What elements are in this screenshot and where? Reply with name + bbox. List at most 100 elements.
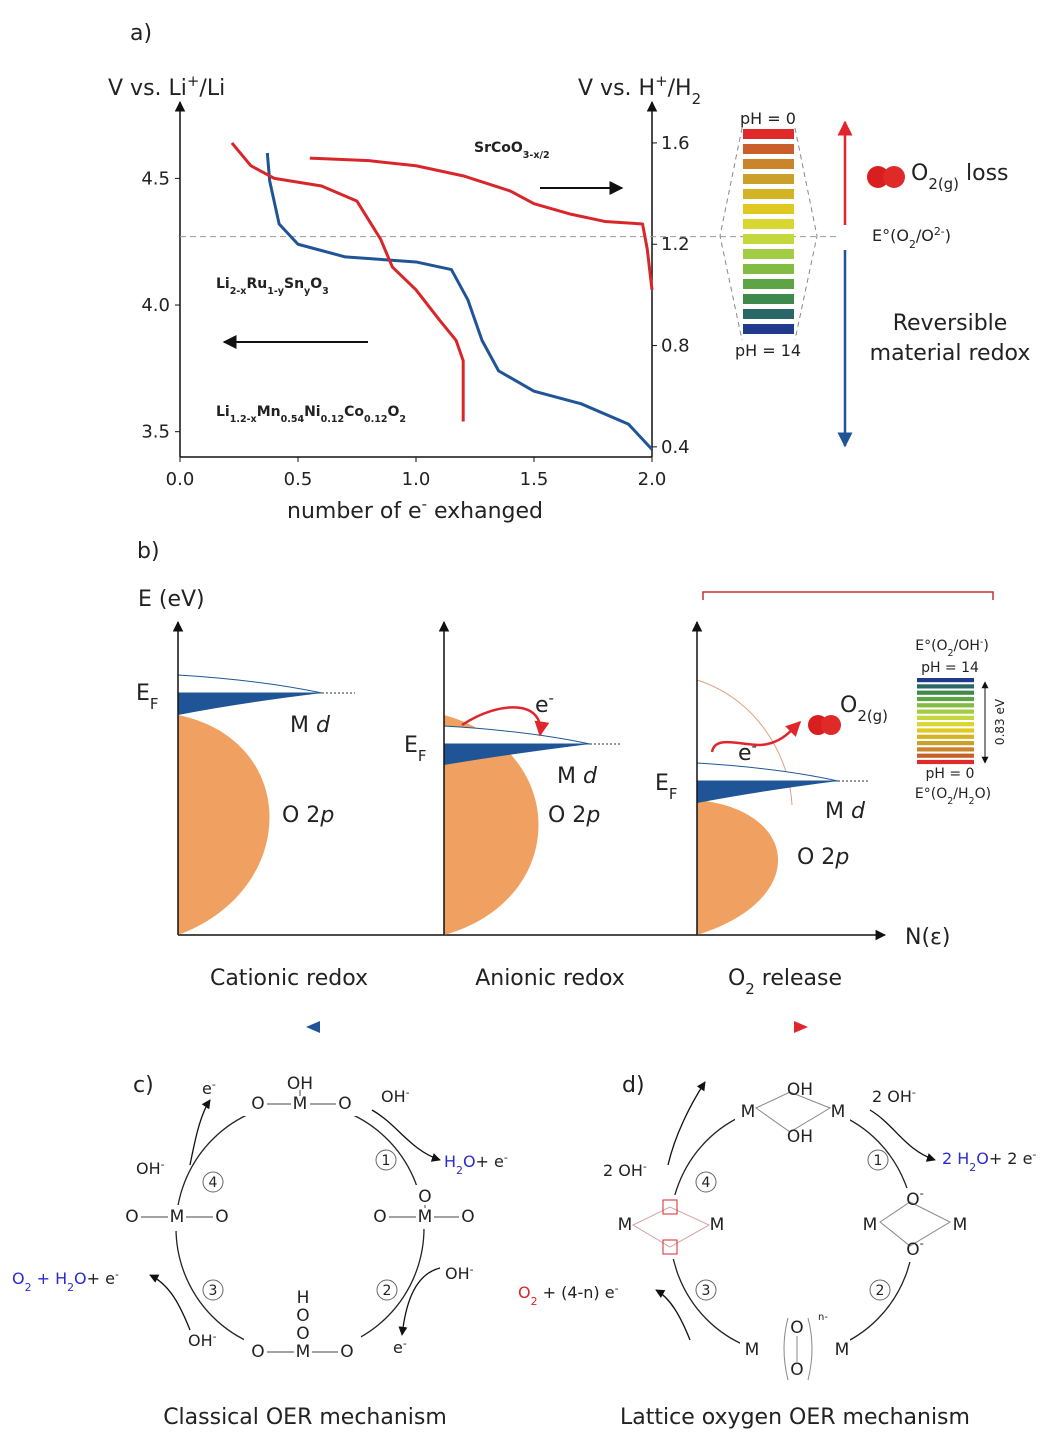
text-segment: O	[906, 1190, 919, 1210]
y2-axis-title: V vs. H+/H2	[578, 72, 701, 108]
atom: O	[418, 1187, 431, 1207]
text-segment: -	[920, 1236, 924, 1250]
text-segment: e	[393, 1338, 403, 1357]
text-segment: SrCoO	[474, 140, 523, 156]
text-segment: -	[615, 1282, 619, 1295]
text-segment: 0.12	[364, 414, 387, 425]
text-segment: 2 OH	[872, 1087, 912, 1106]
species-label: e-	[393, 1337, 407, 1358]
text-segment: O 2	[282, 803, 320, 828]
ph-bar	[743, 144, 794, 154]
arrow-head	[306, 1021, 320, 1033]
electron-arrow	[461, 706, 550, 737]
series-label: Li1.2-xMn0.54Ni0.12Co0.12O2	[216, 404, 406, 425]
polygon	[631, 1206, 711, 1248]
mask	[244, 1078, 359, 1116]
atom: O	[251, 1342, 264, 1362]
text-segment: M	[557, 764, 583, 789]
text-segment: -	[213, 1330, 217, 1343]
species-label: OH-	[445, 1263, 474, 1284]
steps: 1 2 3 4	[695, 1149, 891, 1301]
atom: OH	[287, 1074, 313, 1094]
path	[869, 1109, 936, 1162]
x-tick-label: 1.0	[402, 469, 431, 490]
mask	[735, 1078, 850, 1148]
atom: O	[251, 1094, 264, 1114]
text-segment: V vs. Li	[108, 76, 187, 101]
ph-scale	[743, 129, 794, 334]
electron-arrow	[710, 720, 802, 753]
text-segment: -	[980, 637, 983, 648]
o2p-band	[178, 715, 270, 935]
panel-label: d)	[622, 1073, 645, 1098]
text-segment: 3	[322, 286, 329, 297]
mask	[366, 1185, 481, 1229]
gap-label: 0.83 eV	[993, 698, 1007, 745]
atom: O	[296, 1306, 309, 1326]
text-segment: H	[444, 1152, 456, 1171]
text-segment: -	[403, 1337, 407, 1350]
y-tick-label: 3.5	[141, 422, 170, 443]
atom: M	[618, 1215, 633, 1235]
text-segment: 3-x/2	[523, 150, 550, 161]
text-segment: 0.12	[321, 414, 344, 425]
y2-tick-label: 0.8	[661, 336, 690, 357]
text-segment: -	[406, 1086, 410, 1099]
text-segment: M	[825, 799, 851, 824]
x-tick-label: 0.5	[284, 469, 313, 490]
ph-label: pH = 0	[926, 766, 975, 782]
panel-label: b)	[137, 539, 160, 564]
text-segment: y	[304, 286, 311, 297]
ph-bar	[917, 734, 974, 739]
ph-bar	[743, 219, 794, 229]
mask	[860, 1188, 972, 1262]
o2p-label: O 2p	[797, 845, 849, 870]
ph-bar	[917, 696, 974, 702]
md-label: M d	[825, 799, 866, 824]
text-segment: /Li	[199, 76, 225, 101]
ph-bar	[743, 159, 794, 169]
text-segment: /OH	[954, 638, 980, 654]
ph-bar	[917, 753, 974, 758]
ph-bar	[743, 279, 794, 289]
atom: OH	[787, 1080, 813, 1100]
ph-bar	[743, 234, 794, 244]
text-segment: +	[187, 72, 200, 90]
text-segment: O	[387, 404, 399, 420]
text-segment: 2	[25, 1281, 32, 1294]
text-segment: p	[834, 845, 849, 870]
atom: O	[215, 1207, 228, 1227]
vacancies	[631, 1199, 711, 1255]
text-segment: OH	[188, 1331, 213, 1350]
text-segment: -	[504, 1151, 508, 1164]
atom: M	[170, 1207, 185, 1227]
ph-bar	[743, 249, 794, 259]
text-segment: p	[585, 803, 600, 828]
text-segment: Li	[216, 276, 230, 292]
text-segment: O	[74, 1269, 87, 1288]
text-segment: F	[418, 747, 427, 765]
text-segment: 2 H	[942, 1149, 969, 1168]
step-number: 4	[702, 1175, 711, 1191]
ph-scale	[917, 678, 974, 765]
ph-bar	[917, 709, 974, 714]
atom: M	[953, 1215, 968, 1235]
charge-label: n-	[818, 1312, 828, 1323]
step-number: 3	[702, 1283, 711, 1299]
md-band-empty	[443, 725, 591, 745]
oxygen-atom	[883, 166, 905, 188]
ph-bar	[917, 747, 974, 752]
text-segment: E	[404, 733, 418, 758]
text-segment: 2	[969, 796, 975, 807]
md-label: M d	[290, 713, 331, 738]
step-number: 2	[876, 1283, 885, 1299]
text-segment: -	[422, 495, 427, 513]
md-band-filled	[444, 744, 590, 765]
ph-label: pH = 14	[735, 341, 801, 360]
text-segment: O	[911, 161, 928, 186]
text-segment: + 2 e	[989, 1149, 1033, 1168]
text-segment: /H	[953, 786, 968, 802]
step-circle	[375, 1149, 397, 1171]
chart-a: 0.0 0.5 1.0 1.5 2.0 3.5 4.0 4.5 0.4 0.8 1.2 1.6	[141, 100, 840, 490]
